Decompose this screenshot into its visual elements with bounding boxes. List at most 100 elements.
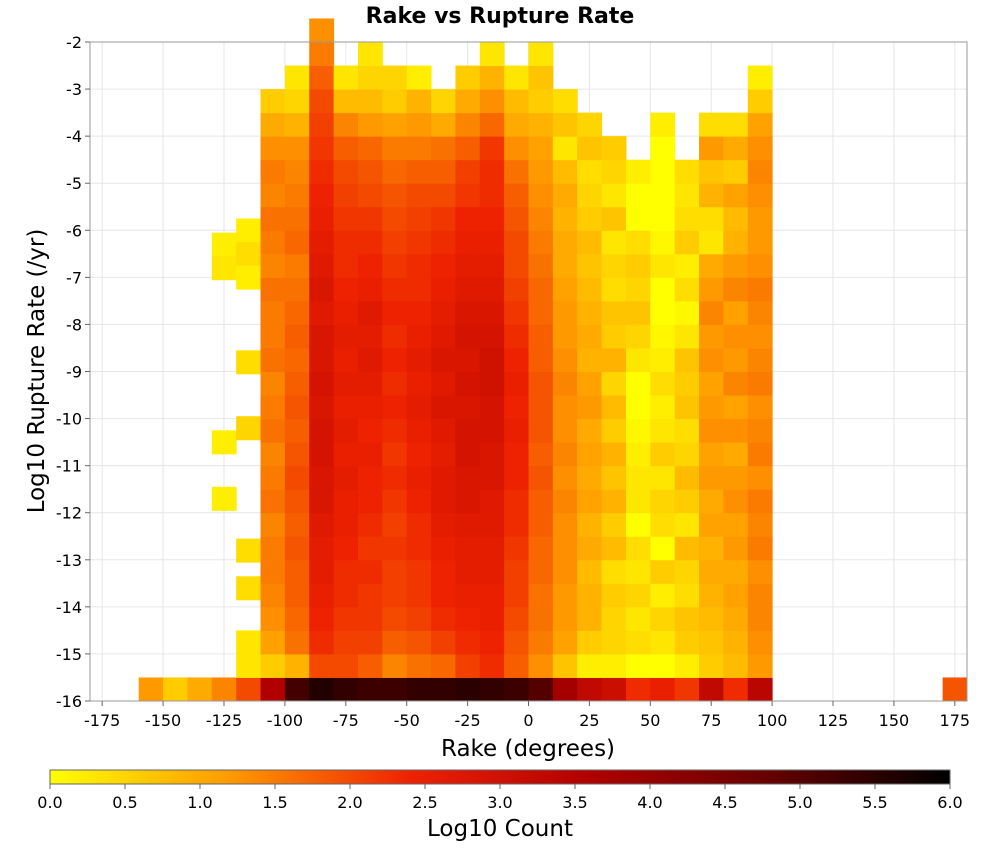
heatmap-cell [309,677,335,702]
heatmap-cell [674,465,700,490]
heatmap-cell [333,112,359,137]
heatmap-cell [747,559,773,584]
heatmap-cell [674,536,700,561]
heatmap-cell [333,347,359,372]
heatmap-cell [747,324,773,349]
heatmap-cell [431,606,456,631]
heatmap-cell [577,559,603,584]
heatmap-cell [723,583,749,608]
heatmap-cell [455,324,481,349]
heatmap-cell [650,677,676,702]
heatmap-cell [577,371,603,396]
heatmap-cell [333,89,359,114]
heatmap-cell [699,324,724,349]
heatmap-cell [333,183,359,208]
heatmap-cell [528,206,554,231]
heatmap-cell [357,465,383,490]
heatmap-cell [357,489,383,514]
heatmap-cell [723,136,749,161]
heatmap-cell [650,183,676,208]
heatmap-cell [431,630,456,655]
heatmap-cell [333,677,359,702]
heatmap-cell [577,512,603,537]
heatmap-cell [552,183,578,208]
heatmap-cell [723,536,749,561]
heatmap-cell [455,465,481,490]
heatmap-cell [284,277,310,302]
heatmap-cell [674,583,700,608]
heatmap-cell [625,512,651,537]
colorbar-label: Log10 Count [427,816,573,842]
heatmap-cell [357,418,383,443]
y-tick-label-13: -15 [56,645,82,664]
heatmap-cell [333,583,359,608]
heatmap-cell [236,265,262,290]
heatmap-cell [309,606,335,631]
heatmap-cell [455,395,481,420]
heatmap-cell [674,159,700,184]
heatmap-cell [674,230,700,255]
heatmap-cell [431,253,456,278]
heatmap-cell [406,465,432,490]
heatmap-cell [723,300,749,325]
heatmap-cell [431,347,456,372]
heatmap-cell [552,347,578,372]
heatmap-cell [528,89,554,114]
heatmap-cell [625,395,651,420]
heatmap-cell [309,206,335,231]
heatmap-cell [650,653,676,678]
heatmap-cell [455,583,481,608]
heatmap-cell [211,232,237,257]
heatmap-cell [284,65,310,90]
heatmap-cell [284,512,310,537]
heatmap-cell [504,395,529,420]
heatmap-cell [674,206,700,231]
heatmap-cell [284,159,310,184]
heatmap-cell [747,653,773,678]
heatmap-cell [357,395,383,420]
heatmap-cell [479,230,505,255]
colorbar [49,769,951,785]
heatmap-cell [309,489,335,514]
heatmap-cell [504,677,529,702]
heatmap-cell [699,347,724,372]
heatmap-cell [504,442,529,467]
heatmap-cell [552,395,578,420]
heatmap-cell [577,159,603,184]
heatmap-cell [528,112,554,137]
heatmap-cell [382,206,408,231]
heatmap-cell [236,416,262,441]
heatmap-cell [406,442,432,467]
heatmap-cell [674,653,700,678]
heatmap-cell [747,253,773,278]
heatmap-cell [260,442,286,467]
y-tick-label-10: -12 [56,504,82,523]
heatmap-cell [577,136,603,161]
heatmap-cell [309,89,335,114]
heatmap-cell [674,183,700,208]
heatmap-cell [309,136,335,161]
heatmap-cell [528,465,554,490]
heatmap-cell [699,159,724,184]
heatmap-cell [650,347,676,372]
colorbar-tick-label-7: 3.5 [562,793,587,812]
heatmap-cell [699,112,724,137]
heatmap-cell [601,465,627,490]
heatmap-cell [601,230,627,255]
x-tick-label-13: 150 [879,711,910,730]
heatmap-cell [382,230,408,255]
heatmap-cell [357,677,383,702]
heatmap-cell [382,277,408,302]
heatmap-cell [504,206,529,231]
colorbar-tick-label-10: 5.0 [787,793,812,812]
heatmap-cell [357,630,383,655]
heatmap-cell [260,418,286,443]
heatmap-cell [284,465,310,490]
heatmap-cell [723,277,749,302]
heatmap-cell [699,512,724,537]
heatmap-cell [260,324,286,349]
heatmap-cell [431,653,456,678]
heatmap-cell [333,395,359,420]
heatmap-cell [406,347,432,372]
heatmap-cell [357,89,383,114]
